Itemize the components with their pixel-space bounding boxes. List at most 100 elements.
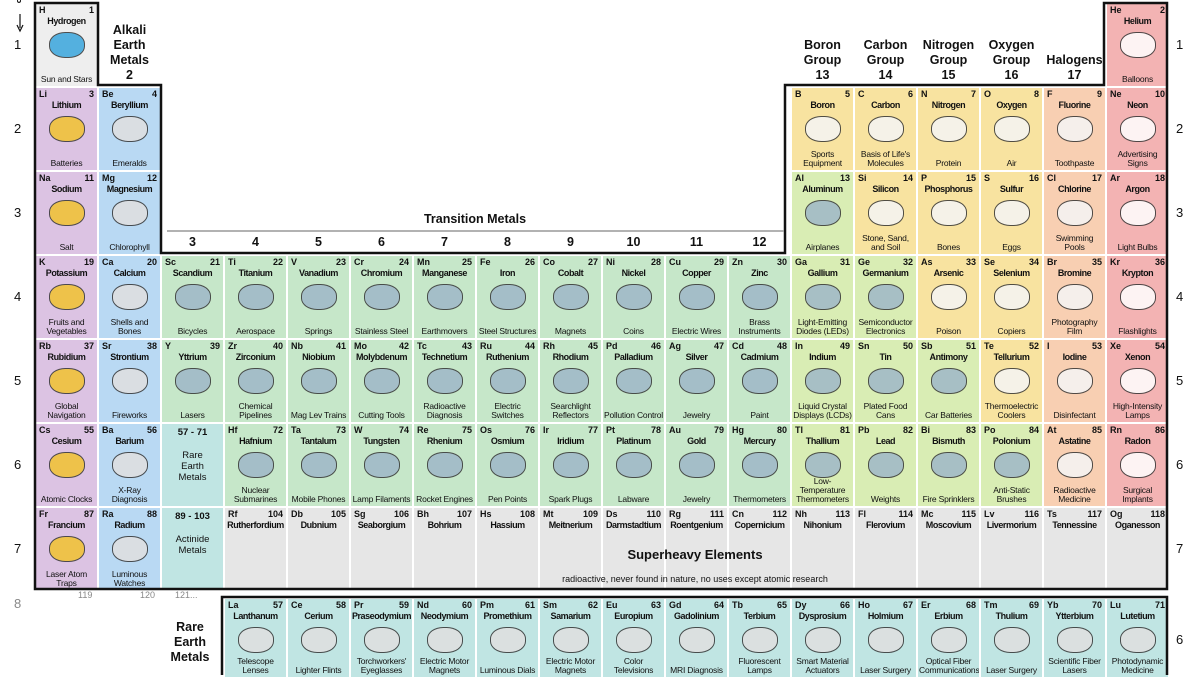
element-vanadium[interactable]: V 23 Vanadium Springs <box>287 255 350 339</box>
element-krypton[interactable]: Kr 36 Krypton Flashlights <box>1106 255 1169 339</box>
element-barium[interactable]: Ba 56 Barium X-Ray Diagnosis <box>98 423 161 507</box>
element-cerium[interactable]: Ce 58 Cerium Lighter Flints <box>287 598 350 678</box>
element-nitrogen[interactable]: N 7 Nitrogen Protein <box>917 87 980 171</box>
element-ruthenium[interactable]: Ru 44 Ruthenium Electric Switches <box>476 339 539 423</box>
element-osmium[interactable]: Os 76 Osmium Pen Points <box>476 423 539 507</box>
element-antimony[interactable]: Sb 51 Antimony Car Batteries <box>917 339 980 423</box>
element-hydrogen[interactable]: H 1 Hydrogen Sun and Stars <box>35 3 98 87</box>
element-iron[interactable]: Fe 26 Iron Steel Structures <box>476 255 539 339</box>
element-moscovium[interactable]: Mc 115 Moscovium <box>917 507 980 591</box>
element-dubnium[interactable]: Db 105 Dubnium <box>287 507 350 591</box>
element-tin[interactable]: Sn 50 Tin Plated Food Cans <box>854 339 917 423</box>
element-helium[interactable]: He 2 Helium Balloons <box>1106 3 1169 87</box>
element-dysprosium[interactable]: Dy 66 Dysprosium Smart Material Actuators <box>791 598 854 678</box>
element-rhodium[interactable]: Rh 45 Rhodium Searchlight Reflectors <box>539 339 602 423</box>
element-silicon[interactable]: Si 14 Silicon Stone, Sand, and Soil <box>854 171 917 255</box>
element-europium[interactable]: Eu 63 Europium Color Televisions <box>602 598 665 678</box>
element-cesium[interactable]: Cs 55 Cesium Atomic Clocks <box>35 423 98 507</box>
element-seaborgium[interactable]: Sg 106 Seaborgium <box>350 507 413 591</box>
element-symbol: Ti <box>228 257 236 267</box>
element-astatine[interactable]: At 85 Astatine Radioactive Medicine <box>1043 423 1106 507</box>
element-sodium[interactable]: Na 11 Sodium Salt <box>35 171 98 255</box>
element-niobium[interactable]: Nb 41 Niobium Mag Lev Trains <box>287 339 350 423</box>
element-zirconium[interactable]: Zr 40 Zirconium Chemical Pipelines <box>224 339 287 423</box>
element-sulfur[interactable]: S 16 Sulfur Eggs <box>980 171 1043 255</box>
element-zinc[interactable]: Zn 30 Zinc Brass Instruments <box>728 255 791 339</box>
element-radium[interactable]: Ra 88 Radium Luminous Watches <box>98 507 161 591</box>
element-oganesson[interactable]: Og 118 Oganesson <box>1106 507 1169 591</box>
element-potassium[interactable]: K 19 Potassium Fruits and Vegetables <box>35 255 98 339</box>
element-erbium[interactable]: Er 68 Erbium Optical Fiber Communications <box>917 598 980 678</box>
element-cobalt[interactable]: Co 27 Cobalt Magnets <box>539 255 602 339</box>
element-hafnium[interactable]: Hf 72 Hafnium Nuclear Submarines <box>224 423 287 507</box>
element-germanium[interactable]: Ge 32 Germanium Semiconductor Electronics <box>854 255 917 339</box>
element-magnesium[interactable]: Mg 12 Magnesium Chlorophyll <box>98 171 161 255</box>
element-technetium[interactable]: Tc 43 Technetium Radioactive Diagnosis <box>413 339 476 423</box>
element-aluminum[interactable]: Al 13 Aluminum Airplanes <box>791 171 854 255</box>
element-cadmium[interactable]: Cd 48 Cadmium Paint <box>728 339 791 423</box>
stone-sand-and-soil-icon <box>867 200 904 226</box>
element-ytterbium[interactable]: Yb 70 Ytterbium Scientific Fiber Lasers <box>1043 598 1106 678</box>
element-francium[interactable]: Fr 87 Francium Laser Atom Traps <box>35 507 98 591</box>
element-praseodymium[interactable]: Pr 59 Praseodymium Torchworkers' Eyeglasses <box>350 598 413 678</box>
element-rhenium[interactable]: Re 75 Rhenium Rocket Engines <box>413 423 476 507</box>
element-radon[interactable]: Rn 86 Radon Surgical Implants <box>1106 423 1169 507</box>
element-bromine[interactable]: Br 35 Bromine Photography Film <box>1043 255 1106 339</box>
element-neodymium[interactable]: Nd 60 Neodymium Electric Motor Magnets <box>413 598 476 678</box>
element-terbium[interactable]: Tb 65 Terbium Fluorescent Lamps <box>728 598 791 678</box>
element-boron[interactable]: B 5 Boron Sports Equipment <box>791 87 854 171</box>
element-neon[interactable]: Ne 10 Neon Advertising Signs <box>1106 87 1169 171</box>
element-rubidium[interactable]: Rb 37 Rubidium Global Navigation <box>35 339 98 423</box>
element-thulium[interactable]: Tm 69 Thulium Laser Surgery <box>980 598 1043 678</box>
element-strontium[interactable]: Sr 38 Strontium Fireworks <box>98 339 161 423</box>
element-lithium[interactable]: Li 3 Lithium Batteries <box>35 87 98 171</box>
element-oxygen[interactable]: O 8 Oxygen Air <box>980 87 1043 171</box>
element-silver[interactable]: Ag 47 Silver Jewelry <box>665 339 728 423</box>
element-palladium[interactable]: Pd 46 Palladium Pollution Control <box>602 339 665 423</box>
element-molybdenum[interactable]: Mo 42 Molybdenum Cutting Tools <box>350 339 413 423</box>
element-promethium[interactable]: Pm 61 Promethium Luminous Dials <box>476 598 539 678</box>
element-argon[interactable]: Ar 18 Argon Light Bulbs <box>1106 171 1169 255</box>
element-tellurium[interactable]: Te 52 Tellurium Thermoelectric Coolers <box>980 339 1043 423</box>
element-iodine[interactable]: I 53 Iodine Disinfectant <box>1043 339 1106 423</box>
element-xenon[interactable]: Xe 54 Xenon High-Intensity Lamps <box>1106 339 1169 423</box>
element-rutherfordium[interactable]: Rf 104 Rutherfordium <box>224 507 287 591</box>
element-gallium[interactable]: Ga 31 Gallium Light-Emitting Diodes (LEDs) <box>791 255 854 339</box>
element-scandium[interactable]: Sc 21 Scandium Bicycles <box>161 255 224 339</box>
element-bismuth[interactable]: Bi 83 Bismuth Fire Sprinklers <box>917 423 980 507</box>
element-copper[interactable]: Cu 29 Copper Electric Wires <box>665 255 728 339</box>
element-lead[interactable]: Pb 82 Lead Weights <box>854 423 917 507</box>
element-nickel[interactable]: Ni 28 Nickel Coins <box>602 255 665 339</box>
element-iridium[interactable]: Ir 77 Iridium Spark Plugs <box>539 423 602 507</box>
element-livermorium[interactable]: Lv 116 Livermorium <box>980 507 1043 591</box>
element-platinum[interactable]: Pt 78 Platinum Labware <box>602 423 665 507</box>
protein-icon <box>930 116 967 142</box>
element-beryllium[interactable]: Be 4 Beryllium Emeralds <box>98 87 161 171</box>
element-bohrium[interactable]: Bh 107 Bohrium <box>413 507 476 591</box>
element-fluorine[interactable]: F 9 Fluorine Toothpaste <box>1043 87 1106 171</box>
element-thallium[interactable]: Tl 81 Thallium Low-Temperature Thermometers <box>791 423 854 507</box>
element-holmium[interactable]: Ho 67 Holmium Laser Surgery <box>854 598 917 678</box>
element-gadolinium[interactable]: Gd 64 Gadolinium MRI Diagnosis <box>665 598 728 678</box>
element-mercury[interactable]: Hg 80 Mercury Thermometers <box>728 423 791 507</box>
element-carbon[interactable]: C 6 Carbon Basis of Life's Molecules <box>854 87 917 171</box>
element-lanthanum[interactable]: La 57 Lanthanum Telescope Lenses <box>224 598 287 678</box>
element-arsenic[interactable]: As 33 Arsenic Poison <box>917 255 980 339</box>
element-polonium[interactable]: Po 84 Polonium Anti-Static Brushes <box>980 423 1043 507</box>
element-tantalum[interactable]: Ta 73 Tantalum Mobile Phones <box>287 423 350 507</box>
element-chlorine[interactable]: Cl 17 Chlorine Swimming Pools <box>1043 171 1106 255</box>
element-samarium[interactable]: Sm 62 Samarium Electric Motor Magnets <box>539 598 602 678</box>
element-phosphorus[interactable]: P 15 Phosphorus Bones <box>917 171 980 255</box>
element-gold[interactable]: Au 79 Gold Jewelry <box>665 423 728 507</box>
element-manganese[interactable]: Mn 25 Manganese Earthmovers <box>413 255 476 339</box>
element-tennessine[interactable]: Ts 117 Tennessine <box>1043 507 1106 591</box>
element-symbol: At <box>1047 425 1057 435</box>
element-titanium[interactable]: Ti 22 Titanium Aerospace <box>224 255 287 339</box>
element-tungsten[interactable]: W 74 Tungsten Lamp Filaments <box>350 423 413 507</box>
element-chromium[interactable]: Cr 24 Chromium Stainless Steel <box>350 255 413 339</box>
element-selenium[interactable]: Se 34 Selenium Copiers <box>980 255 1043 339</box>
element-yttrium[interactable]: Y 39 Yttrium Lasers <box>161 339 224 423</box>
element-lutetium[interactable]: Lu 71 Lutetium Photodynamic Medicine <box>1106 598 1169 678</box>
element-indium[interactable]: In 49 Indium Liquid Crystal Displays (LCDs) <box>791 339 854 423</box>
element-calcium[interactable]: Ca 20 Calcium Shells and Bones <box>98 255 161 339</box>
